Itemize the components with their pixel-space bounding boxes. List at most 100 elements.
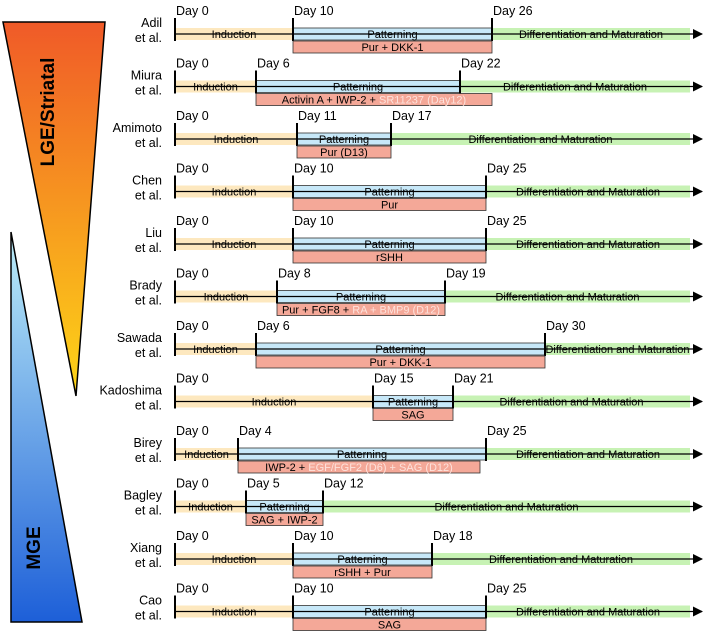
- molecule-label: SAG: [378, 620, 401, 632]
- molecule-box: [245, 513, 324, 526]
- lge-striatal-gradient: LGE/Striatal: [2, 21, 106, 397]
- molecule-label: rSHH + Pur: [334, 567, 391, 579]
- differentiation-label: Differentiation and Maturation: [434, 502, 578, 514]
- author-label-line: et al.: [135, 346, 162, 360]
- patterning-label: Patterning: [336, 292, 386, 304]
- day-label: Day 25: [487, 582, 527, 596]
- molecule-label: SAG: [401, 410, 424, 422]
- molecule-box: [372, 408, 454, 421]
- patterning-label: Patterning: [367, 29, 417, 41]
- author-label-line: et al.: [135, 294, 162, 308]
- author-label: Adil et al.: [135, 16, 162, 45]
- molecule-box: [292, 198, 487, 211]
- molecule-box: [292, 250, 487, 264]
- molecule-label: Pur + DKK-1: [361, 42, 423, 54]
- molecule-text: rSHH: [376, 252, 403, 264]
- day-label: Day 26: [493, 4, 533, 18]
- molecule-text: SAG + IWP-2: [251, 515, 317, 527]
- author-label: Cao et al.: [135, 594, 162, 623]
- author-label: Amimoto et al.: [113, 121, 162, 150]
- molecule-box: [292, 565, 433, 579]
- day-label: Day 25: [487, 214, 527, 228]
- day-label: Day 0: [176, 109, 209, 123]
- day-label: Day 10: [294, 214, 334, 228]
- day-label: Day 17: [392, 109, 432, 123]
- protocol-row: Bagley et al. Induction Patterning Different…: [124, 477, 703, 527]
- induction-label: Induction: [212, 607, 257, 619]
- day-label: Day 0: [176, 529, 209, 543]
- author-label: Miura et al.: [131, 69, 162, 98]
- molecule-text: Pur + DKK-1: [369, 357, 431, 369]
- protocol-row: Chen et al. Induction Patterning Differentia…: [132, 162, 703, 212]
- day-label: Day 8: [278, 267, 311, 281]
- author-label-line: et al.: [135, 609, 162, 623]
- patterning-label: Patterning: [375, 344, 425, 356]
- day-label: Day 25: [487, 424, 527, 438]
- author-label: Liu et al.: [135, 226, 162, 255]
- day-label: Day 0: [176, 319, 209, 333]
- day-label: Day 5: [247, 477, 280, 491]
- molecule-text: Pur: [381, 200, 398, 212]
- molecule-box: [296, 145, 392, 159]
- protocol-row: Cao et al. Induction Patterning Differentiat…: [135, 582, 703, 632]
- day-label: Day 18: [433, 529, 473, 543]
- differentiation-label: Differentiation and Maturation: [516, 239, 660, 251]
- induction-label: Induction: [212, 554, 257, 566]
- molecule-box: [255, 93, 493, 106]
- molecule-highlight-text: EGF/FGF2 (D6) + SAG (D12): [308, 462, 453, 474]
- day-label: Day 0: [176, 424, 209, 438]
- author-label-line: Bagley: [124, 489, 163, 503]
- molecule-text: Activin A + IWP-2 +: [282, 95, 379, 107]
- differentiation-label: Differentiation and Maturation: [516, 449, 660, 461]
- author-label-line: Miura: [131, 69, 162, 83]
- day-label: Day 30: [546, 319, 586, 333]
- molecule-box: [276, 303, 446, 316]
- differentiation-label: Differentiation and Maturation: [516, 607, 660, 619]
- molecule-label: Pur: [381, 200, 398, 212]
- induction-label: Induction: [212, 29, 257, 41]
- molecule-label: Pur (D13): [320, 147, 368, 159]
- author-label-line: et al.: [135, 399, 162, 413]
- day-label: Day 0: [176, 4, 209, 18]
- day-label: Day 25: [487, 162, 527, 176]
- protocol-row: Kadoshima et al. Induction Patterning Differ…: [99, 372, 703, 422]
- protocol-rows: Adil et al. Induction Patterning Differentia…: [99, 4, 703, 632]
- protocol-row: Liu et al. Induction Patterning Differentiat…: [135, 214, 703, 264]
- patterning-label: Patterning: [364, 607, 414, 619]
- protocol-row: Amimoto et al. Induction Patterning Differen…: [113, 109, 703, 159]
- molecule-label: Pur + DKK-1: [369, 357, 431, 369]
- patterning-label: Patterning: [319, 134, 369, 146]
- day-label: Day 0: [176, 57, 209, 71]
- differentiation-label: Differentiation and Maturation: [516, 187, 660, 199]
- induction-label: Induction: [193, 344, 238, 356]
- author-label-line: Brady: [129, 279, 162, 293]
- molecule-text: rSHH + Pur: [334, 567, 391, 579]
- molecule-label: IWP-2 + EGF/FGF2 (D6) + SAG (D12): [265, 462, 453, 474]
- molecule-box: [237, 460, 481, 474]
- induction-label: Induction: [212, 187, 257, 199]
- induction-label: Induction: [184, 449, 229, 461]
- author-label-line: Sawada: [117, 331, 162, 345]
- molecule-highlight-text: SR11237 (Day12): [379, 95, 466, 107]
- differentiation-label: Differentiation and Maturation: [499, 397, 643, 409]
- protocol-row: Brady et al. Induction Patterning Differenti…: [129, 267, 703, 317]
- author-label-line: et al.: [135, 31, 162, 45]
- author-label-line: Chen: [132, 174, 162, 188]
- molecule-box: [255, 355, 546, 369]
- patterning-label: Patterning: [333, 82, 383, 94]
- day-label: Day 11: [298, 109, 337, 123]
- author-label-line: et al.: [135, 241, 162, 255]
- author-label-line: Kadoshima: [99, 384, 162, 398]
- lge-gradient-label: LGE/Striatal: [38, 58, 59, 167]
- protocol-row: Xiang et al. Induction Patterning Differenti…: [130, 529, 703, 579]
- protocol-row: Adil et al. Induction Patterning Differentia…: [135, 4, 703, 54]
- molecule-box: [292, 40, 493, 54]
- day-label: Day 22: [461, 57, 501, 71]
- day-label: Day 0: [176, 162, 209, 176]
- day-label: Day 0: [176, 372, 209, 386]
- molecule-highlight-text: RA + BMP9 (D12): [352, 305, 440, 317]
- day-label: Day 0: [176, 214, 209, 228]
- author-label-line: et al.: [135, 451, 162, 465]
- molecule-text: Pur + FGF8 +: [282, 305, 352, 317]
